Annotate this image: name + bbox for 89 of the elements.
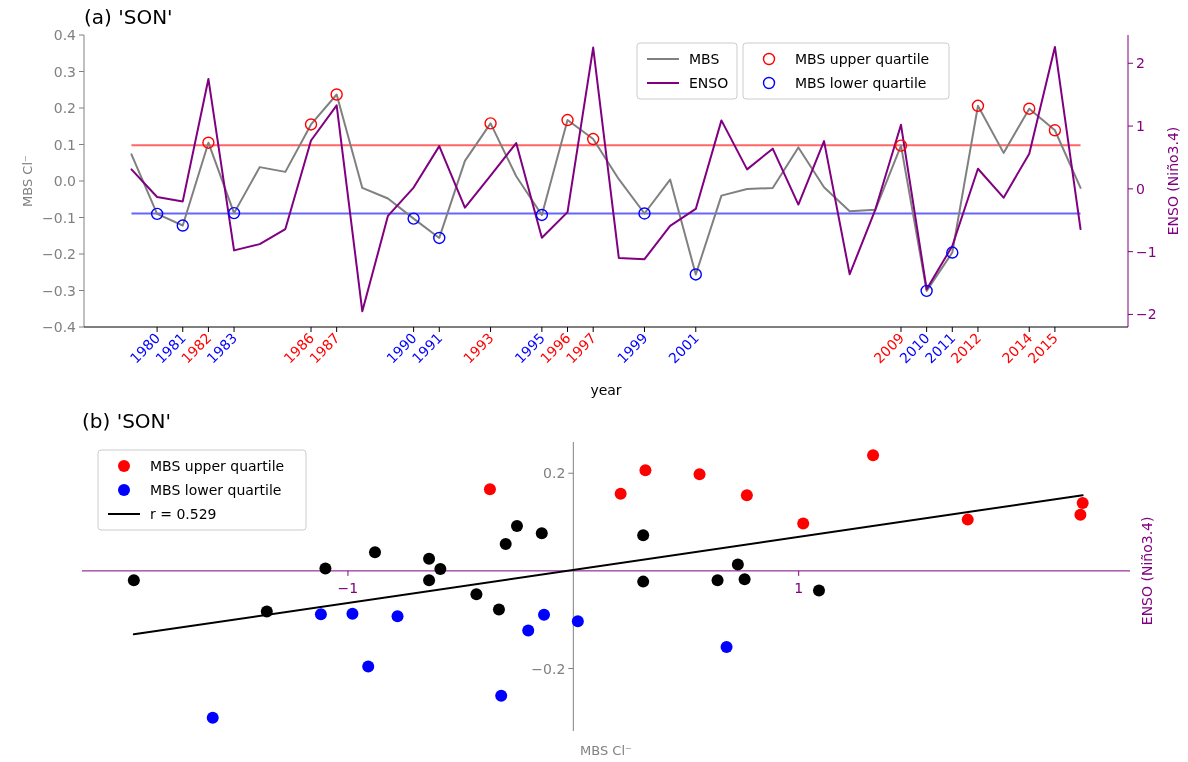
- point: [693, 468, 706, 481]
- point: [535, 527, 548, 540]
- point: [812, 584, 825, 597]
- legend-label: MBS lower quartile: [795, 75, 927, 91]
- y-axis-title: ENSO (Niño3.4): [1139, 516, 1155, 626]
- point: [176, 219, 189, 232]
- point: [867, 449, 880, 462]
- line-series: [130, 45, 1082, 313]
- point: [614, 487, 627, 500]
- point: [510, 519, 523, 532]
- point: [797, 517, 810, 530]
- y-tick-label: −0.2: [42, 246, 76, 262]
- point: [319, 562, 332, 575]
- point: [522, 624, 535, 637]
- point: [1048, 124, 1062, 137]
- point: [637, 529, 650, 542]
- point: [150, 207, 164, 221]
- point: [304, 118, 318, 131]
- point: [538, 608, 551, 621]
- y2-tick-label: −1: [1136, 243, 1157, 260]
- point: [127, 574, 140, 587]
- point: [346, 607, 359, 620]
- point: [920, 284, 933, 298]
- point: [561, 113, 574, 127]
- point: [738, 573, 751, 586]
- point: [1074, 508, 1087, 521]
- y-tick-label: −0.1: [42, 209, 76, 226]
- point: [586, 132, 600, 146]
- point: [314, 608, 327, 621]
- point: [407, 212, 420, 225]
- chart-title: (a) 'SON': [84, 5, 173, 29]
- point: [434, 562, 447, 575]
- point: [391, 610, 404, 623]
- y-axis-title: MBS Cl⁻: [20, 155, 35, 207]
- point: [433, 231, 446, 245]
- point: [638, 207, 651, 220]
- point: [720, 641, 733, 654]
- y-tick-label: −0.3: [42, 282, 76, 299]
- legend-label: ENSO: [689, 75, 729, 91]
- point: [492, 603, 505, 616]
- point: [571, 615, 584, 628]
- point: [499, 538, 512, 551]
- point: [227, 206, 241, 220]
- point: [639, 464, 652, 477]
- legend-label: MBS upper quartile: [150, 458, 285, 474]
- y2-tick-label: 0: [1136, 180, 1145, 197]
- point: [484, 117, 497, 130]
- legend-label: MBS upper quartile: [795, 51, 930, 67]
- point: [1076, 497, 1089, 510]
- point: [206, 711, 219, 724]
- point: [330, 88, 343, 101]
- point: [423, 552, 436, 565]
- point: [731, 558, 744, 571]
- chart-title: (b) 'SON': [82, 409, 172, 433]
- legend-label: MBS: [689, 51, 720, 67]
- point: [689, 268, 702, 281]
- point: [368, 546, 381, 559]
- point: [1023, 102, 1036, 115]
- point: [637, 575, 650, 588]
- y-tick-label: 0.3: [53, 63, 76, 80]
- y2-axis-title: ENSO (Niño3.4): [1165, 126, 1181, 236]
- y-tick-label: 0.4: [53, 27, 77, 43]
- point: [946, 246, 959, 259]
- y2-tick-label: 2: [1136, 55, 1145, 72]
- point: [740, 489, 753, 502]
- y-tick-label: 0.2: [53, 100, 76, 116]
- point: [362, 660, 375, 673]
- point: [495, 689, 508, 702]
- legend-label: MBS lower quartile: [150, 482, 282, 498]
- y-tick-label: 0.1: [53, 136, 76, 153]
- y-tick-label: −0.4: [42, 319, 77, 335]
- x-axis-title: year: [590, 382, 622, 398]
- point: [470, 588, 483, 601]
- x-axis-title: MBS Cl⁻: [580, 743, 632, 758]
- point: [423, 574, 436, 587]
- y2-tick-label: 1: [1136, 118, 1145, 135]
- point: [483, 483, 496, 496]
- y2-tick-label: −2: [1136, 306, 1157, 323]
- point: [711, 574, 724, 587]
- point: [894, 139, 908, 152]
- y-tick-label: 0.2: [543, 465, 566, 482]
- y-tick-label: 0.0: [53, 173, 76, 189]
- point: [260, 605, 273, 618]
- point: [535, 208, 549, 222]
- point: [202, 136, 215, 149]
- point: [961, 513, 974, 526]
- legend-label: r = 0.529: [150, 506, 217, 522]
- y-tick-label: −0.2: [531, 660, 566, 677]
- point: [971, 99, 985, 113]
